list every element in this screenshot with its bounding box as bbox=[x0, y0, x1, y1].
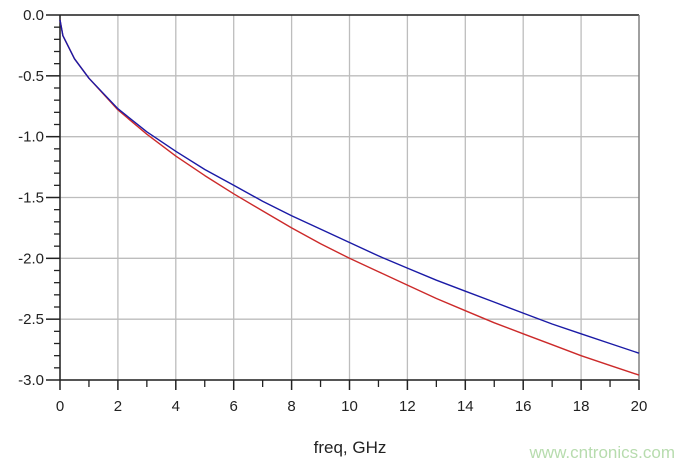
x-tick-labels: 0 2 4 6 8 10 12 14 16 18 20 bbox=[56, 398, 648, 415]
y-tick-labels: 0.0 -0.5 -1.0 -1.5 -2.0 -2.5 -3.0 bbox=[18, 7, 44, 389]
y-tick-label: -1.5 bbox=[18, 190, 44, 207]
x-tick-label: 6 bbox=[230, 398, 238, 415]
x-tick-label: 20 bbox=[631, 398, 648, 415]
x-tick-label: 16 bbox=[515, 398, 532, 415]
y-tick-label: -2.5 bbox=[18, 311, 44, 328]
watermark: www.cntronics.com bbox=[529, 443, 675, 462]
y-tick-label: -1.0 bbox=[18, 129, 44, 146]
x-tick-label: 4 bbox=[172, 398, 180, 415]
axes bbox=[46, 14, 640, 390]
y-tick-label: 0.0 bbox=[23, 7, 44, 24]
y-tick-label: -2.0 bbox=[18, 250, 44, 267]
x-tick-label: 2 bbox=[114, 398, 122, 415]
x-tick-label: 14 bbox=[457, 398, 474, 415]
x-tick-label: 0 bbox=[56, 398, 64, 415]
y-tick-label: -3.0 bbox=[18, 372, 44, 389]
series-line-1 bbox=[59, 19, 640, 354]
x-tick-label: 8 bbox=[287, 398, 295, 415]
x-tick-label: 12 bbox=[399, 398, 416, 415]
x-axis-title: freq, GHz bbox=[314, 438, 387, 457]
y-tick-label: -0.5 bbox=[18, 68, 44, 85]
x-tick-label: 10 bbox=[341, 398, 358, 415]
series-lines bbox=[59, 19, 640, 376]
x-tick-label: 18 bbox=[573, 398, 590, 415]
grid bbox=[59, 14, 640, 381]
